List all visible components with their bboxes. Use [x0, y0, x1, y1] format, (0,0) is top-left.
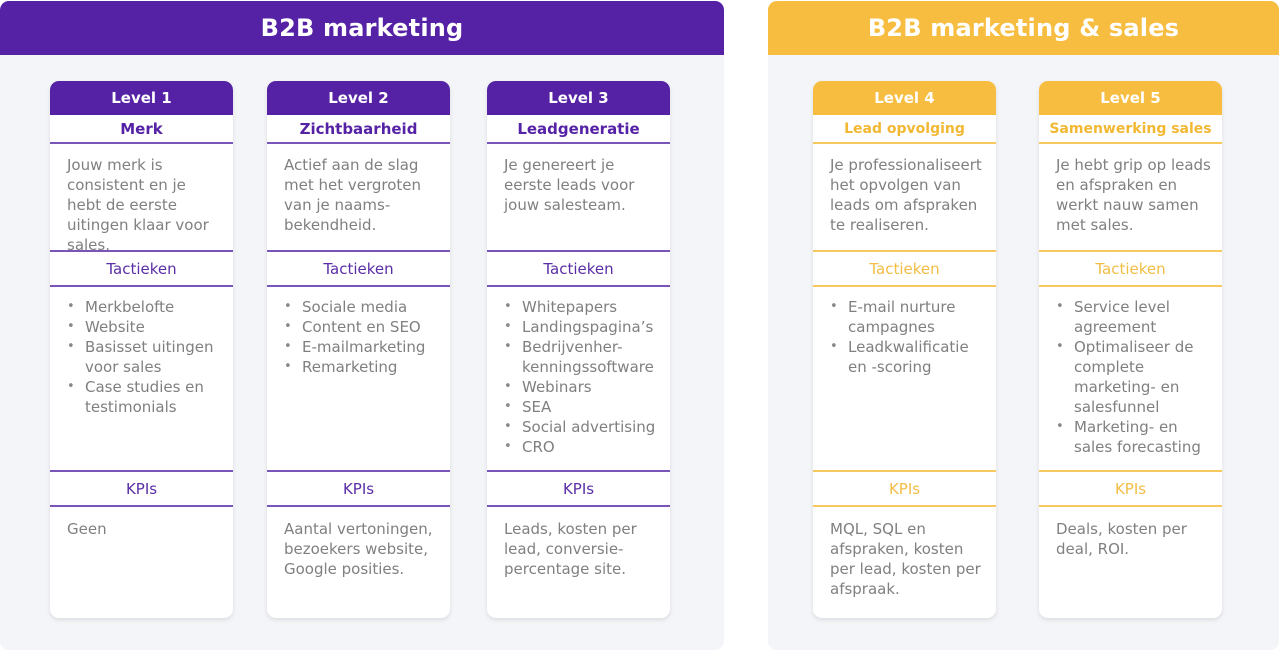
tactic-item: SEA: [504, 397, 664, 417]
tactic-item: Content en SEO: [284, 317, 444, 337]
card-level-1: Level 1 Merk Jouw merk is consistent en …: [50, 81, 233, 618]
tactic-item: Landingspagina’s: [504, 317, 664, 337]
card-level-5: Level 5 Samenwerking sales Je hebt grip …: [1039, 81, 1222, 618]
tactic-item: Basisset uitingen voor sales: [67, 337, 227, 377]
tactic-item: Optimaliseer de complete marketing- en s…: [1056, 337, 1216, 417]
card-description: Jouw merk is consistent en je hebt de ee…: [67, 156, 209, 254]
kpi-text: Deals, kosten per deal, ROI.: [1056, 520, 1187, 558]
divider: [813, 250, 996, 252]
panel-title-b2b-marketing-sales: B2B marketing & sales: [768, 1, 1279, 55]
divider: [50, 470, 233, 472]
divider: [1039, 470, 1222, 472]
card-title: Merk: [120, 119, 163, 138]
tactic-item: CRO: [504, 437, 664, 457]
card-description: Je hebt grip op leads en afspraken en we…: [1056, 156, 1211, 234]
divider: [487, 285, 670, 287]
kpi-label: KPIs: [888, 479, 921, 498]
tactics-label: Tactieken: [106, 259, 177, 278]
tactics-label: Tactieken: [323, 259, 394, 278]
divider: [267, 250, 450, 252]
card-description: Actief aan de slag met het vergroten van…: [284, 156, 422, 234]
divider: [813, 142, 996, 144]
tactic-item: Social advertising: [504, 417, 664, 437]
card-level-label: Level 2: [267, 81, 450, 115]
card-title: Leadgeneratie: [517, 119, 640, 138]
divider: [1039, 285, 1222, 287]
divider: [813, 470, 996, 472]
tactic-item: Whitepapers: [504, 297, 664, 317]
kpi-text: Geen: [67, 520, 107, 538]
card-level-label: Level 5: [1039, 81, 1222, 115]
card-level-4: Level 4 Lead opvolging Je professionalis…: [813, 81, 996, 618]
panel-title-b2b-marketing: B2B marketing: [0, 1, 724, 55]
divider: [267, 142, 450, 144]
card-title: Zichtbaarheid: [299, 119, 418, 138]
kpi-label: KPIs: [562, 479, 595, 498]
kpi-text: Aantal vertoningen, bezoekers website, G…: [284, 520, 433, 578]
tactics-label: Tactieken: [543, 259, 614, 278]
divider: [1039, 142, 1222, 144]
tactic-item: Case studies en testimonials: [67, 377, 227, 417]
card-description: Je professionaliseert het opvolgen van l…: [830, 156, 982, 234]
tactics-list: E-mail nurture campagnes Leadkwalificati…: [813, 287, 996, 470]
divider: [1039, 250, 1222, 252]
tactics-label: Tactieken: [869, 259, 940, 278]
card-description: Je genereert je eerste leads voor jouw s…: [504, 156, 635, 214]
tactics-list: Whitepapers Landingspagina’s Bedrijvenhe…: [487, 287, 670, 470]
tactics-list: Merkbelofte Website Basisset uitingen vo…: [50, 287, 233, 470]
divider: [487, 470, 670, 472]
tactic-item: Website: [67, 317, 227, 337]
tactics-list: Sociale media Content en SEO E-mailmarke…: [267, 287, 450, 470]
card-level-2: Level 2 Zichtbaarheid Actief aan de slag…: [267, 81, 450, 618]
card-level-label: Level 4: [813, 81, 996, 115]
tactic-item: Leadkwalificatie en -scoring: [830, 337, 990, 377]
divider: [50, 142, 233, 144]
divider: [50, 250, 233, 252]
kpi-text: MQL, SQL en afspraken, kosten per lead, …: [830, 520, 981, 598]
kpi-label: KPIs: [1114, 479, 1147, 498]
divider: [813, 285, 996, 287]
tactic-item: Webinars: [504, 377, 664, 397]
divider: [487, 505, 670, 507]
tactics-label: Tactieken: [1095, 259, 1166, 278]
tactic-item: Merkbelofte: [67, 297, 227, 317]
divider: [1039, 505, 1222, 507]
tactic-item: Remarketing: [284, 357, 444, 377]
divider: [267, 470, 450, 472]
card-title: Samenwerking sales: [1049, 120, 1212, 137]
tactic-item: E-mail nurture campagnes: [830, 297, 990, 337]
kpi-label: KPIs: [342, 479, 375, 498]
card-level-label: Level 3: [487, 81, 670, 115]
divider: [267, 285, 450, 287]
divider: [487, 142, 670, 144]
card-level-label: Level 1: [50, 81, 233, 115]
card-title: Lead opvolging: [844, 120, 965, 137]
card-level-3: Level 3 Leadgeneratie Je genereert je ee…: [487, 81, 670, 618]
tactic-item: Bedrijvenher-kenningssoftware: [504, 337, 664, 377]
divider: [813, 505, 996, 507]
tactic-item: Marketing- en sales forecasting: [1056, 417, 1216, 457]
tactic-item: Service level agreement: [1056, 297, 1216, 337]
tactic-item: Sociale media: [284, 297, 444, 317]
kpi-label: KPIs: [125, 479, 158, 498]
divider: [50, 505, 233, 507]
tactics-list: Service level agreement Optimaliseer de …: [1039, 287, 1222, 470]
divider: [487, 250, 670, 252]
tactic-item: E-mailmarketing: [284, 337, 444, 357]
kpi-text: Leads, kosten per lead, conversie-percen…: [504, 520, 637, 578]
divider: [50, 285, 233, 287]
divider: [267, 505, 450, 507]
